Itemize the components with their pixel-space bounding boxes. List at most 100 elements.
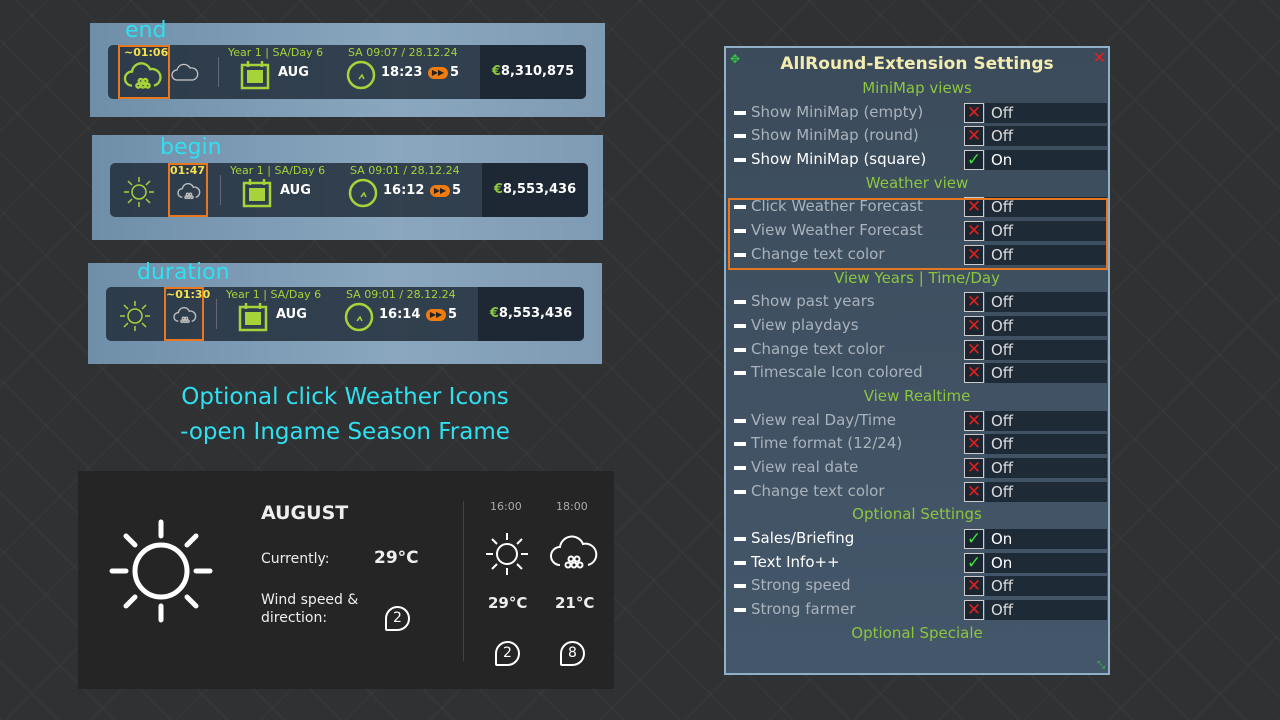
setting-value[interactable]: Off [985, 434, 1107, 455]
setting-row[interactable]: Change text color ✕ Off [726, 243, 1108, 267]
setting-value[interactable]: Off [985, 244, 1107, 265]
checkmark-icon[interactable]: ✓ [964, 552, 984, 573]
clock-icon[interactable] [346, 60, 376, 90]
cloud-icon[interactable] [171, 63, 199, 83]
cloud-rain-icon[interactable] [548, 531, 600, 577]
section-header: View Realtime [863, 386, 971, 405]
cross-icon[interactable]: ✕ [964, 221, 984, 242]
setting-label: Change text color [751, 339, 885, 358]
cross-icon[interactable]: ✕ [964, 102, 984, 123]
setting-value[interactable]: Off [985, 576, 1107, 597]
dash-icon [734, 347, 746, 352]
move-icon[interactable]: ✥ [730, 52, 741, 66]
close-icon[interactable]: ✕ [1092, 48, 1106, 67]
setting-value[interactable]: Off [985, 410, 1107, 431]
setting-value[interactable]: Off [985, 481, 1107, 502]
cross-icon[interactable]: ✕ [964, 292, 984, 313]
cloud-rain-icon[interactable] [176, 181, 202, 203]
setting-row[interactable]: Show MiniMap (empty) ✕ Off [726, 101, 1108, 125]
cross-icon[interactable]: ✕ [964, 600, 984, 621]
time-scale: 5 [448, 307, 458, 322]
weather-timer: ~01:06 [124, 46, 169, 59]
setting-value[interactable]: Off [985, 363, 1107, 384]
sun-icon[interactable] [118, 299, 152, 333]
setting-value[interactable]: Off [985, 102, 1107, 123]
settings-panel: ✥ ✕ AllRound-Extension Settings MiniMap … [724, 46, 1110, 675]
checkmark-icon[interactable]: ✓ [964, 150, 984, 171]
cross-icon[interactable]: ✕ [964, 315, 984, 336]
setting-label: Show past years [751, 292, 875, 311]
calendar-icon[interactable] [242, 178, 272, 208]
setting-value[interactable]: Off [985, 126, 1107, 147]
setting-row[interactable]: Show past years ✕ Off [726, 290, 1108, 314]
cross-icon[interactable]: ✕ [964, 576, 984, 597]
game-year-day: Year 1 | SA/Day 6 [230, 164, 326, 177]
money-value: 8,553,436 [498, 306, 573, 321]
setting-row[interactable]: Show MiniMap (round) ✕ Off [726, 124, 1108, 148]
fast-forward-icon[interactable]: ▶▶ [430, 185, 450, 197]
setting-row[interactable]: View real Day/Time ✕ Off [726, 409, 1108, 433]
dash-icon [734, 489, 746, 494]
setting-row[interactable]: Text Info++ ✓ On [726, 551, 1108, 575]
dash-icon [734, 466, 746, 470]
setting-row[interactable]: Strong speed ✕ Off [726, 574, 1108, 598]
cloud-rain-icon[interactable] [121, 59, 165, 95]
highlight-box [118, 45, 170, 99]
forecast-time: 18:00 [556, 500, 588, 513]
calendar-icon[interactable] [240, 60, 270, 90]
setting-value[interactable]: On [985, 150, 1107, 171]
setting-value[interactable]: Off [985, 339, 1107, 360]
fast-forward-icon[interactable]: ▶▶ [426, 309, 446, 321]
setting-row[interactable]: Change text color ✕ Off [726, 480, 1108, 504]
cross-icon[interactable]: ✕ [964, 244, 984, 265]
money-value: 8,310,875 [500, 64, 575, 79]
setting-value[interactable]: Off [985, 197, 1107, 218]
checkmark-icon[interactable]: ✓ [964, 529, 984, 550]
setting-row[interactable]: Sales/Briefing ✓ On [726, 527, 1108, 551]
setting-row[interactable]: View Weather Forecast ✕ Off [726, 219, 1108, 243]
setting-value[interactable]: Off [985, 315, 1107, 336]
cross-icon[interactable]: ✕ [964, 363, 984, 384]
cross-icon[interactable]: ✕ [964, 126, 984, 147]
dash-icon [734, 323, 746, 328]
setting-value[interactable]: On [985, 552, 1107, 573]
section-header: Optional Speciale [851, 623, 983, 642]
cross-icon[interactable]: ✕ [964, 481, 984, 502]
settings-title: AllRound-Extension Settings [780, 54, 1054, 74]
calendar-icon[interactable] [238, 302, 268, 332]
season-frame: AUGUST Currently: 29°C Wind speed & dire… [78, 471, 614, 689]
clock-icon[interactable] [348, 178, 378, 208]
clock-icon[interactable] [344, 302, 374, 332]
cross-icon[interactable]: ✕ [964, 339, 984, 360]
wind-indicator: 2 [495, 641, 520, 666]
setting-row[interactable]: Show MiniMap (square) ✓ On [726, 148, 1108, 172]
setting-value[interactable]: Off [985, 221, 1107, 242]
cloud-rain-icon[interactable] [172, 305, 198, 327]
game-time: 16:12 [383, 183, 425, 198]
resize-icon[interactable]: ⤡ [1097, 660, 1105, 671]
setting-value[interactable]: Off [985, 458, 1107, 478]
fast-forward-icon[interactable]: ▶▶ [428, 67, 448, 79]
cross-icon[interactable]: ✕ [964, 434, 984, 455]
setting-row[interactable]: View real date ✕ Off [726, 456, 1108, 480]
dash-icon [734, 560, 746, 565]
cross-icon[interactable]: ✕ [964, 410, 984, 431]
sun-icon[interactable] [122, 175, 156, 209]
setting-row[interactable]: Change text color ✕ Off [726, 338, 1108, 362]
setting-value[interactable]: Off [985, 292, 1107, 313]
money-display: €8,553,436 [478, 287, 584, 341]
cross-icon[interactable]: ✕ [964, 458, 984, 478]
setting-row[interactable]: Timescale Icon colored ✕ Off [726, 361, 1108, 385]
setting-value[interactable]: Off [985, 600, 1107, 621]
setting-row[interactable]: View playdays ✕ Off [726, 314, 1108, 338]
money-display: €8,310,875 [480, 45, 586, 99]
setting-row[interactable]: Click Weather Forecast ✕ Off [726, 195, 1108, 219]
cross-icon[interactable]: ✕ [964, 197, 984, 218]
setting-label: View playdays [751, 315, 859, 334]
setting-label: View real date [751, 458, 859, 476]
setting-value[interactable]: On [985, 529, 1107, 550]
setting-row[interactable]: Time format (12/24) ✕ Off [726, 432, 1108, 456]
current-temp: 29°C [374, 548, 419, 568]
setting-row[interactable]: Strong farmer ✕ Off [726, 598, 1108, 622]
sun-icon[interactable] [484, 531, 530, 577]
